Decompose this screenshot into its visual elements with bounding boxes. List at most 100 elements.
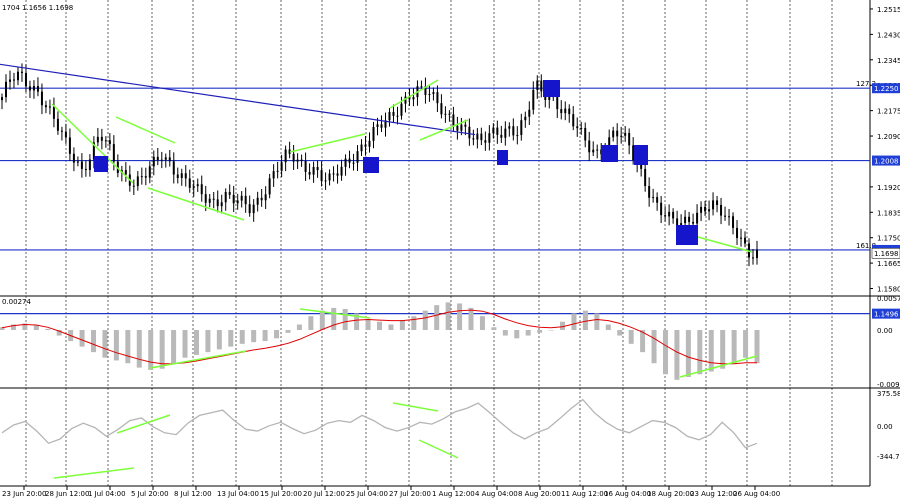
macd-bar <box>457 303 463 331</box>
macd-header-value: 0.00274 <box>2 298 31 306</box>
candle-body <box>696 212 699 224</box>
macd-bar <box>685 330 691 378</box>
candle-body <box>312 166 315 175</box>
candle-body <box>280 162 283 171</box>
divergence-line[interactable] <box>419 119 469 141</box>
macd-panel[interactable] <box>0 302 760 380</box>
macd-bar <box>628 330 634 344</box>
macd-bar <box>102 330 108 358</box>
candle-body <box>528 109 531 117</box>
candle-body <box>728 216 731 218</box>
candle-body <box>540 80 543 92</box>
signal-marker[interactable] <box>363 157 379 173</box>
candle-body <box>584 127 587 141</box>
candle-body <box>384 120 387 128</box>
signal-marker[interactable] <box>543 80 560 97</box>
divergence-line[interactable] <box>289 133 366 153</box>
candle-body <box>160 159 163 161</box>
candle-body <box>36 86 39 92</box>
divergence-line[interactable] <box>392 402 439 412</box>
signal-marker[interactable] <box>94 156 108 172</box>
candle-body <box>568 108 571 115</box>
candle-body <box>576 126 579 129</box>
macd-bar <box>571 313 577 331</box>
macd-bar <box>182 330 188 358</box>
time-tick-label: 11 Aug 12:00 <box>561 490 608 498</box>
candle-body <box>524 116 527 121</box>
candle-body <box>632 145 635 161</box>
candle-body <box>492 127 495 134</box>
oscillator-panel[interactable] <box>1 398 758 479</box>
divergence-line[interactable] <box>389 79 439 109</box>
candle-body <box>76 161 79 163</box>
candle-body <box>4 81 7 98</box>
candle-body <box>388 111 391 121</box>
candle-body <box>700 206 703 213</box>
candle-body <box>208 198 211 203</box>
divergence-line[interactable] <box>679 355 758 378</box>
macd-bar <box>525 330 531 336</box>
macd-bar <box>537 330 543 333</box>
candle-body <box>328 173 331 181</box>
divergence-line[interactable] <box>53 467 135 479</box>
candle-body <box>16 71 19 81</box>
candle-body <box>392 111 395 116</box>
macd-tick-label: 0.00 <box>877 327 893 335</box>
macd-tick-label: -0.00976 <box>877 381 900 389</box>
candle-body <box>520 120 523 136</box>
candle-body <box>252 204 255 214</box>
candle-body <box>236 200 239 204</box>
candle-body <box>32 86 35 91</box>
candle-body <box>676 218 679 230</box>
divergence-line[interactable] <box>149 350 247 369</box>
candle-body <box>264 194 267 201</box>
time-tick-label: 18 Aug 20:00 <box>647 490 694 498</box>
price-tick-label: 1.1750 <box>877 235 900 243</box>
time-tick-label: 23 Aug 12:00 <box>690 490 737 498</box>
divergence-line[interactable] <box>51 103 134 184</box>
candle-body <box>536 80 539 90</box>
macd-bar <box>56 330 62 336</box>
macd-bar <box>251 330 257 343</box>
oscillator-line[interactable] <box>1 398 758 449</box>
macd-bar <box>743 330 749 358</box>
candle-body <box>572 114 575 127</box>
time-tick-label: 27 Jul 20:00 <box>389 490 431 498</box>
candle-body <box>240 195 243 201</box>
macd-bar <box>125 330 131 364</box>
candle-body <box>112 144 115 162</box>
candle-body <box>292 153 295 162</box>
divergence-line[interactable] <box>418 439 459 459</box>
candle-body <box>132 185 135 187</box>
candle-body <box>28 86 31 91</box>
signal-marker[interactable] <box>601 145 618 162</box>
time-tick-label: 13 Jul 04:00 <box>217 490 259 498</box>
price-tick-label: 1.2175 <box>877 108 900 116</box>
candle-body <box>136 176 139 187</box>
signal-marker[interactable] <box>676 225 698 245</box>
signal-marker[interactable] <box>497 150 508 165</box>
divergence-line[interactable] <box>147 187 245 221</box>
macd-bar <box>342 309 348 331</box>
candle-body <box>424 86 427 95</box>
divergence-line[interactable] <box>115 116 176 144</box>
macd-signal-line[interactable] <box>1 309 757 365</box>
candle-body <box>452 114 455 126</box>
time-tick-label: 26 Aug 04:00 <box>733 490 780 498</box>
candle-body <box>616 130 619 137</box>
macd-bar <box>0 327 5 331</box>
candle-body <box>80 161 83 169</box>
candle-body <box>144 176 147 178</box>
divergence-line[interactable] <box>299 308 371 319</box>
signal-marker[interactable] <box>634 145 648 165</box>
trendline[interactable] <box>0 63 476 136</box>
candle-body <box>368 140 371 147</box>
candle-body <box>664 215 667 217</box>
macd-bar <box>216 330 222 350</box>
divergence-line[interactable] <box>697 236 753 253</box>
macd-bar <box>617 330 623 336</box>
candle-body <box>668 211 671 217</box>
divergence-line[interactable] <box>116 414 171 434</box>
candle-body <box>628 132 631 146</box>
